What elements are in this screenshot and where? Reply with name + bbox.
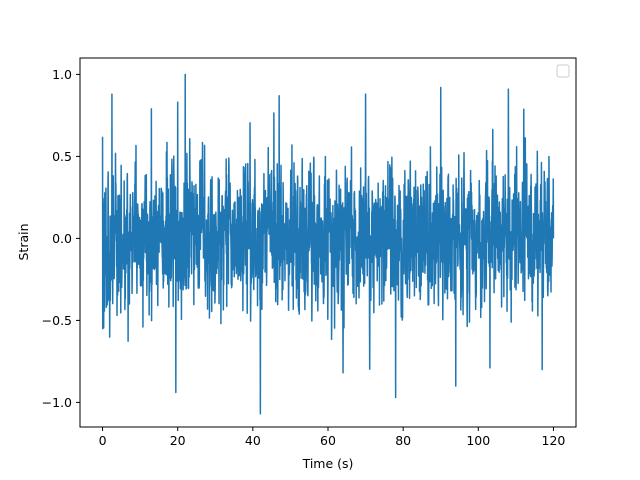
y-axis-ticks: −1.0 −0.5 0.0 0.5 1.0 — [42, 67, 80, 410]
x-tick-label: 20 — [170, 433, 186, 448]
x-tick-label: 0 — [99, 433, 107, 448]
x-tick-label: 40 — [245, 433, 261, 448]
y-tick-label: 1.0 — [52, 67, 72, 82]
x-tick-label: 80 — [395, 433, 411, 448]
legend-box — [556, 64, 570, 78]
y-axis-label: Strain — [16, 223, 31, 260]
series-layer — [101, 73, 555, 415]
x-axis-label: Time (s) — [302, 456, 354, 471]
y-tick-label: −0.5 — [42, 313, 72, 328]
x-tick-label: 100 — [466, 433, 490, 448]
x-axis-ticks: 0 20 40 60 80 100 120 — [99, 427, 566, 448]
y-tick-label: −1.0 — [42, 395, 72, 410]
strain-series-line — [101, 73, 555, 415]
y-tick-label: 0.5 — [52, 149, 72, 164]
y-tick-label: 0.0 — [52, 231, 72, 246]
x-tick-label: 120 — [542, 433, 566, 448]
x-tick-label: 60 — [320, 433, 336, 448]
